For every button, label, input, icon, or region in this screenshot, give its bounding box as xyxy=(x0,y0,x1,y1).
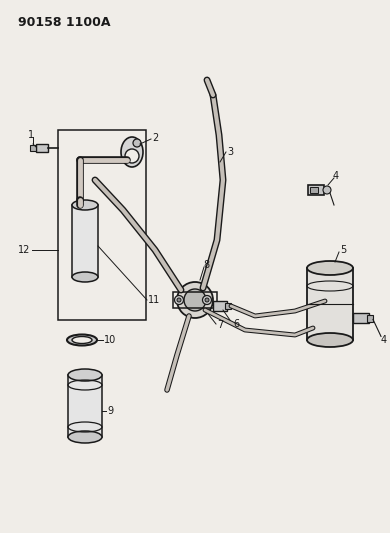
Bar xyxy=(68,375,102,437)
Circle shape xyxy=(174,295,184,304)
Ellipse shape xyxy=(68,431,102,443)
Circle shape xyxy=(323,186,331,194)
Bar xyxy=(30,145,36,151)
Circle shape xyxy=(202,295,211,304)
Text: 3: 3 xyxy=(227,147,233,157)
Text: 4: 4 xyxy=(333,171,339,181)
Text: 11: 11 xyxy=(148,295,160,305)
Text: 2: 2 xyxy=(152,133,158,143)
Ellipse shape xyxy=(320,296,334,306)
Text: 6: 6 xyxy=(233,319,239,329)
Bar xyxy=(58,130,146,320)
Circle shape xyxy=(184,289,206,311)
Ellipse shape xyxy=(72,272,98,282)
Ellipse shape xyxy=(121,137,143,167)
Ellipse shape xyxy=(72,200,98,210)
Bar xyxy=(308,185,324,195)
Text: 1: 1 xyxy=(28,130,34,140)
Text: 4: 4 xyxy=(381,335,387,345)
Circle shape xyxy=(205,298,209,302)
Ellipse shape xyxy=(72,336,92,343)
Ellipse shape xyxy=(67,335,97,345)
Ellipse shape xyxy=(308,322,322,332)
Circle shape xyxy=(133,139,141,147)
Bar xyxy=(36,144,48,152)
Bar xyxy=(213,301,227,311)
Bar xyxy=(225,303,231,309)
Bar xyxy=(173,292,217,308)
Text: 7: 7 xyxy=(217,320,223,330)
Text: 8: 8 xyxy=(203,260,209,270)
Bar xyxy=(72,205,98,277)
Bar xyxy=(307,268,353,340)
Text: 90158 1100A: 90158 1100A xyxy=(18,15,110,28)
Ellipse shape xyxy=(68,369,102,381)
Text: 5: 5 xyxy=(340,245,346,255)
Bar xyxy=(353,313,369,324)
Bar xyxy=(310,187,318,193)
Ellipse shape xyxy=(307,261,353,275)
Bar xyxy=(367,315,373,322)
Text: 12: 12 xyxy=(18,245,30,255)
Circle shape xyxy=(177,282,213,318)
Circle shape xyxy=(125,149,139,163)
Circle shape xyxy=(177,298,181,302)
Ellipse shape xyxy=(307,333,353,347)
Text: 9: 9 xyxy=(107,406,113,416)
Text: 10: 10 xyxy=(104,335,116,345)
